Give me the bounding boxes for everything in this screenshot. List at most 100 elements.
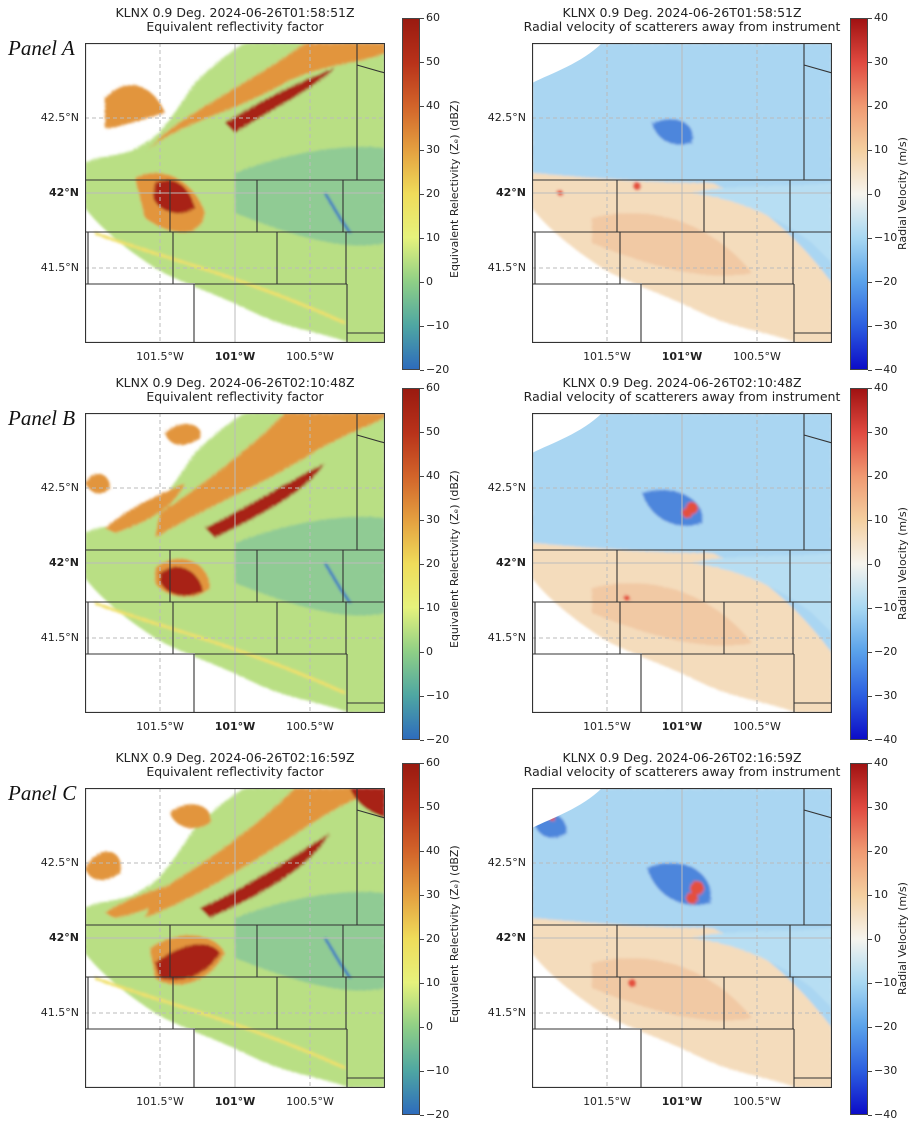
longitude-tick-label: 100.5°W bbox=[733, 1095, 781, 1108]
colorbar-tick-label: 50 bbox=[426, 800, 440, 813]
colorbar-tick-mark bbox=[868, 1027, 872, 1028]
colorbar-tick-mark bbox=[420, 238, 424, 239]
colorbar-tick-mark bbox=[420, 520, 424, 521]
reflectivity-radar-map bbox=[85, 43, 385, 343]
reflectivity-title: KLNX 0.9 Deg. 2024-06-26T01:58:51Z Equiva… bbox=[65, 6, 405, 34]
map-frame bbox=[532, 788, 832, 1088]
colorbar-tick-label: −20 bbox=[426, 363, 450, 376]
colorbar-tick-label: −10 bbox=[426, 689, 450, 702]
low-echo-feature bbox=[323, 562, 352, 604]
velocity-title-time: KLNX 0.9 Deg. 2024-06-26T01:58:51Z bbox=[562, 5, 802, 20]
latitude-tick-label: 42.5°N bbox=[487, 111, 526, 124]
colorbar-tick-label: 20 bbox=[874, 844, 888, 857]
figure-panel: Panel A KLNX 0.9 Deg. 2024-06-26T01:58:51… bbox=[0, 0, 918, 377]
storm-echo bbox=[170, 804, 211, 829]
colorbar-tick-mark bbox=[868, 1071, 872, 1072]
colorbar-tick-label: 10 bbox=[426, 231, 440, 244]
longitude-tick-label: 101.5°W bbox=[136, 720, 184, 733]
colorbar-tick-mark bbox=[868, 520, 872, 521]
colorbar-tick-mark bbox=[868, 696, 872, 697]
colorbar-tick-label: −10 bbox=[426, 319, 450, 332]
latitude-tick-label: 41.5°N bbox=[40, 1006, 79, 1019]
colorbar-tick-mark bbox=[868, 763, 872, 764]
colorbar-tick-label: 20 bbox=[426, 557, 440, 570]
velocity-title: KLNX 0.9 Deg. 2024-06-26T01:58:51Z Radial… bbox=[512, 6, 852, 34]
colorbar-tick-mark bbox=[420, 432, 424, 433]
strong-inbound bbox=[652, 119, 693, 145]
colorbar-tick-mark bbox=[420, 1071, 424, 1072]
longitude-tick-label: 101°W bbox=[661, 1095, 703, 1108]
reflectivity-subtitle: Equivalent reflectivity factor bbox=[146, 19, 324, 34]
colorbar-tick-label: 40 bbox=[874, 381, 888, 394]
colorbar-tick-label: 50 bbox=[426, 55, 440, 68]
colorbar-tick-mark bbox=[420, 476, 424, 477]
colorbar-tick-label: 10 bbox=[874, 513, 888, 526]
storm-core bbox=[225, 68, 335, 133]
reflectivity-title: KLNX 0.9 Deg. 2024-06-26T02:10:48Z Equiva… bbox=[65, 376, 405, 404]
colorbar-tick-mark bbox=[868, 194, 872, 195]
colorbar-tick-label: −30 bbox=[874, 319, 898, 332]
colorbar-tick-label: 20 bbox=[426, 187, 440, 200]
colorbar-tick-mark bbox=[420, 564, 424, 565]
county-boundaries bbox=[532, 788, 832, 1088]
colorbar-tick-mark bbox=[868, 106, 872, 107]
reflectivity-title-time: KLNX 0.9 Deg. 2024-06-26T02:10:48Z bbox=[115, 375, 355, 390]
colorbar-tick-mark bbox=[868, 370, 872, 371]
storm-echo bbox=[85, 851, 121, 880]
colorbar-tick-label: 40 bbox=[874, 756, 888, 769]
velocity-title-time: KLNX 0.9 Deg. 2024-06-26T02:16:59Z bbox=[562, 750, 802, 765]
no-echo-area bbox=[532, 43, 602, 83]
colorbar-tick-mark bbox=[868, 62, 872, 63]
colorbar-tick-mark bbox=[420, 326, 424, 327]
latitude-tick-label: 42.5°N bbox=[40, 856, 79, 869]
inbound-region bbox=[692, 183, 832, 263]
colorbar-tick-label: 0 bbox=[426, 1020, 433, 1033]
reflectivity-radar-map bbox=[85, 413, 385, 713]
reflectivity-radar-map bbox=[85, 788, 385, 1088]
county-boundaries bbox=[532, 43, 832, 343]
colorbar-tick-mark bbox=[868, 238, 872, 239]
no-echo-area bbox=[532, 788, 602, 828]
colorbar-tick-mark bbox=[420, 150, 424, 151]
colorbar-tick-label: −10 bbox=[874, 976, 898, 989]
colorbar-tick-label: −30 bbox=[874, 1064, 898, 1077]
inbound-region bbox=[692, 928, 832, 1008]
longitude-tick-label: 101°W bbox=[214, 1095, 256, 1108]
longitude-tick-label: 100.5°W bbox=[286, 350, 334, 363]
storm-echo bbox=[105, 85, 165, 128]
colorbar-tick-label: 0 bbox=[874, 932, 881, 945]
colorbar-tick-mark bbox=[420, 740, 424, 741]
velocity-colorbar bbox=[850, 388, 868, 740]
low-echo-feature bbox=[323, 937, 352, 979]
no-echo-area bbox=[85, 283, 195, 343]
colorbar-tick-label: 30 bbox=[874, 55, 888, 68]
colorbar-tick-mark bbox=[868, 983, 872, 984]
velocity-colorbar bbox=[850, 763, 868, 1115]
colorbar-tick-label: 60 bbox=[426, 756, 440, 769]
colorbar-tick-label: 0 bbox=[426, 645, 433, 658]
colorbar-tick-mark bbox=[868, 652, 872, 653]
colorbar-tick-mark bbox=[420, 62, 424, 63]
colorbar-tick-label: 20 bbox=[874, 469, 888, 482]
colorbar-label: Equivalent Relectivity (Zₑ) (dBZ) bbox=[448, 845, 461, 1023]
colorbar-tick-mark bbox=[420, 652, 424, 653]
latitude-tick-label: 42°N bbox=[495, 556, 526, 569]
colorbar-label: Equivalent Relectivity (Zₑ) (dBZ) bbox=[448, 100, 461, 278]
velocity-subtitle: Radial velocity of scatterers away from … bbox=[523, 19, 841, 34]
colorbar-tick-label: 0 bbox=[874, 187, 881, 200]
latitude-tick-label: 42.5°N bbox=[40, 111, 79, 124]
longitude-tick-label: 101°W bbox=[214, 350, 256, 363]
colorbar-tick-label: 10 bbox=[874, 143, 888, 156]
colorbar-tick-mark bbox=[868, 564, 872, 565]
colorbar-tick-mark bbox=[420, 807, 424, 808]
latitude-tick-label: 42°N bbox=[495, 931, 526, 944]
longitude-tick-label: 101.5°W bbox=[583, 720, 631, 733]
low-echo-feature bbox=[323, 192, 352, 234]
figure-panel: Panel B KLNX 0.9 Deg. 2024-06-26T02:10:48… bbox=[0, 370, 918, 747]
storm-echo bbox=[165, 423, 201, 445]
strong-outbound bbox=[633, 182, 641, 190]
colorbar-label: Radial Velocity (m/s) bbox=[896, 137, 909, 250]
velocity-title: KLNX 0.9 Deg. 2024-06-26T02:16:59Z Radial… bbox=[512, 751, 852, 779]
colorbar-tick-mark bbox=[868, 282, 872, 283]
colorbar-tick-label: −20 bbox=[426, 1108, 450, 1121]
